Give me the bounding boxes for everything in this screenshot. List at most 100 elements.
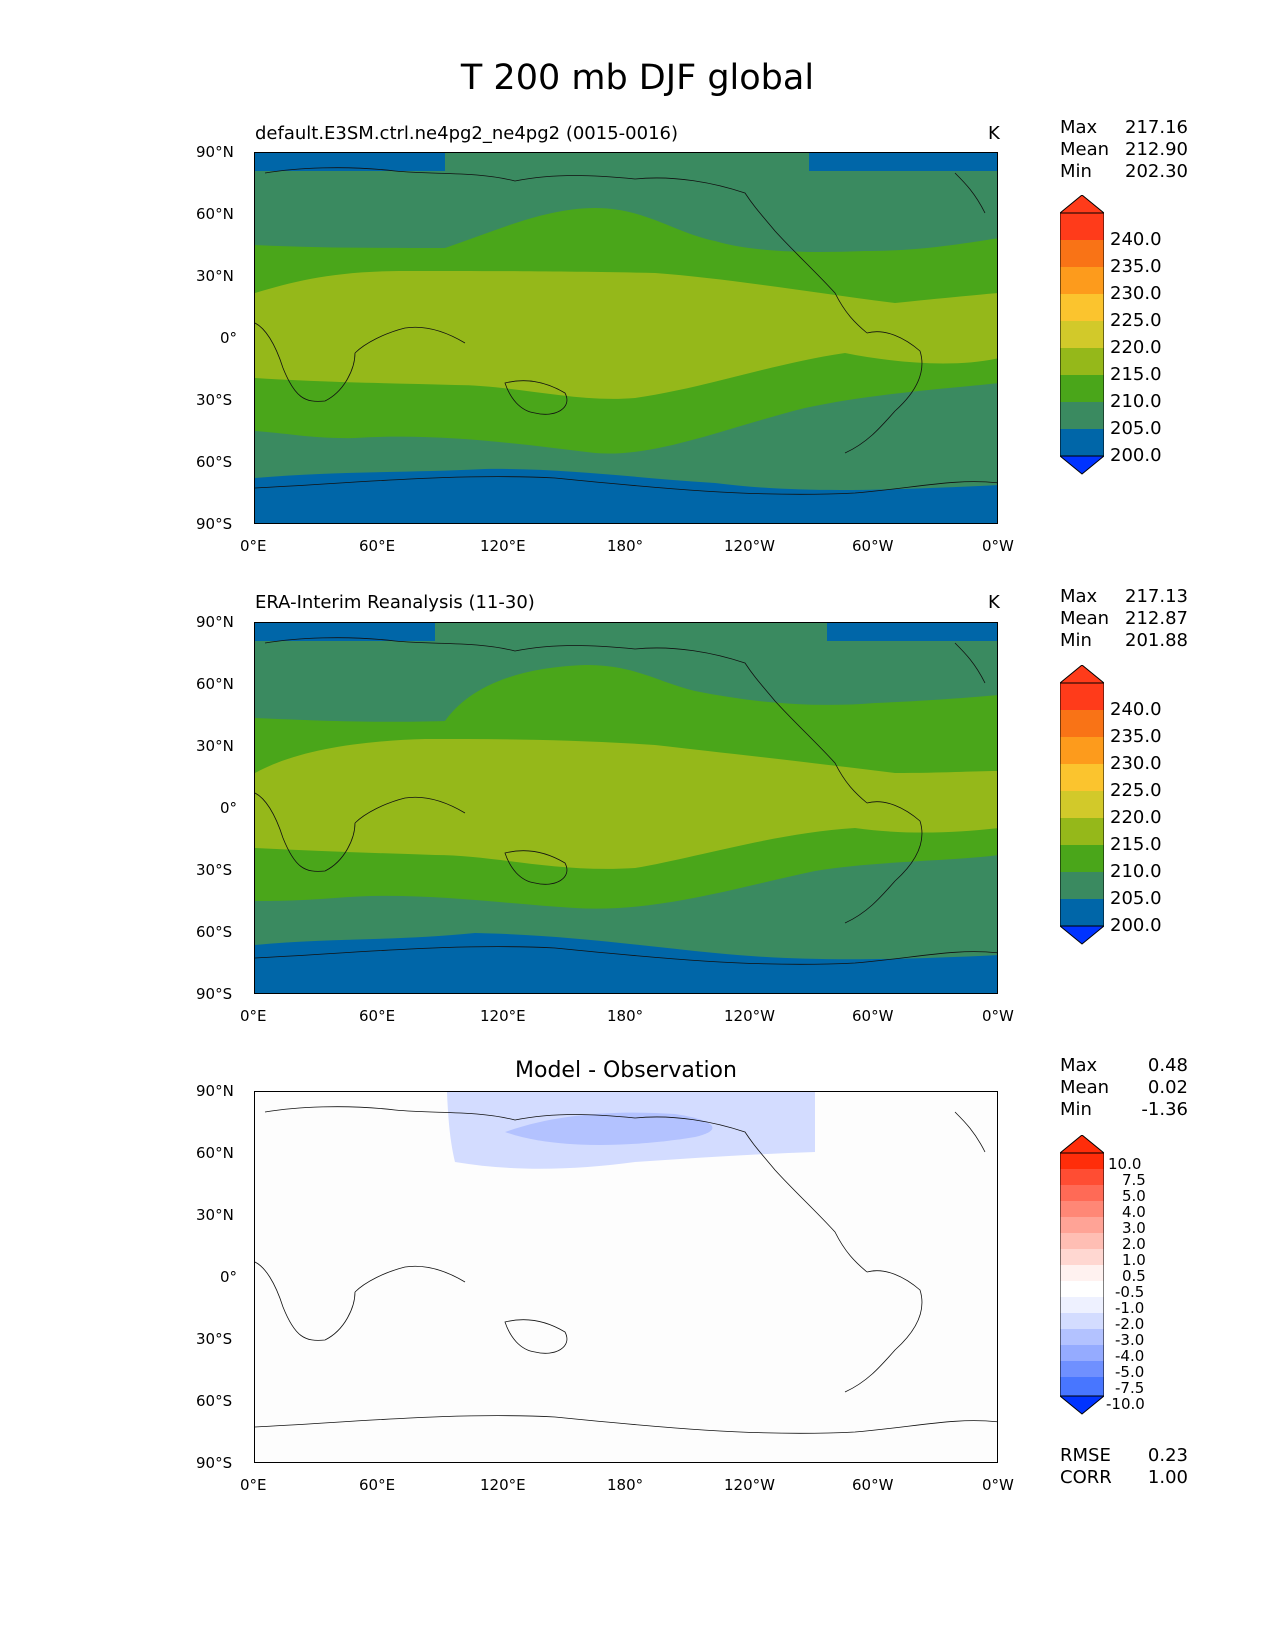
- stat-label: Mean: [1060, 139, 1110, 160]
- stat-value: 0.23: [1147, 1445, 1188, 1466]
- stat-value: 202.30: [1125, 161, 1188, 182]
- colorbar-label: -4.0: [1115, 1347, 1145, 1365]
- stat-value: 0.02: [1147, 1077, 1188, 1098]
- lon-tick: 180°: [607, 537, 644, 555]
- lon-tick: 60°E: [359, 537, 396, 555]
- panel-3-colorbar: [1060, 1135, 1104, 1415]
- lon-tick: 120°E: [480, 1476, 526, 1494]
- colorbar-label: 7.5: [1122, 1171, 1146, 1189]
- lon-tick: 60°E: [359, 1476, 396, 1494]
- lat-tick: 30°S: [196, 391, 233, 409]
- colorbar-label: 220.0: [1110, 807, 1162, 828]
- colorbar-label: 1.0: [1122, 1251, 1146, 1269]
- colorbar-label: 230.0: [1110, 283, 1162, 304]
- panel-1-units: K: [988, 123, 1000, 144]
- stat-label: Max: [1060, 586, 1098, 607]
- colorbar-label: -3.0: [1115, 1331, 1145, 1349]
- lat-tick: 90°S: [196, 515, 233, 533]
- lat-tick: 90°N: [196, 1082, 234, 1100]
- colorbar-label: -7.5: [1115, 1379, 1145, 1397]
- lat-tick: 30°S: [196, 861, 233, 879]
- lon-tick: 120°W: [724, 537, 775, 555]
- lon-tick: 120°E: [480, 1007, 526, 1025]
- lat-tick: 30°N: [196, 267, 234, 285]
- lon-tick: 0°W: [982, 1007, 1014, 1025]
- lon-tick: 60°W: [852, 1007, 894, 1025]
- panel-1-stats: Max 217.16 Mean 212.90 Min 202.30: [1060, 117, 1188, 183]
- panel-1-map: [254, 152, 998, 524]
- lon-tick: 60°W: [852, 1476, 894, 1494]
- stat-label: Max: [1060, 1055, 1098, 1076]
- colorbar-label: 10.0: [1108, 1155, 1142, 1173]
- lon-tick: 180°: [607, 1007, 644, 1025]
- lat-tick: 30°N: [196, 1206, 234, 1224]
- colorbar-label: 230.0: [1110, 753, 1162, 774]
- stat-value: 1.00: [1147, 1467, 1188, 1488]
- panel-1-colorbar: [1060, 195, 1104, 475]
- stat-value: 201.88: [1125, 630, 1188, 651]
- stat-label: Min: [1060, 161, 1092, 182]
- lat-tick: 90°S: [196, 1454, 233, 1472]
- colorbar-label: 200.0: [1110, 915, 1162, 936]
- stat-label: Mean: [1060, 1077, 1110, 1098]
- panel-3-title: Model - Observation: [515, 1058, 737, 1083]
- panel-1-title: default.E3SM.ctrl.ne4pg2_ne4pg2 (0015-00…: [255, 123, 678, 144]
- stat-value: 217.16: [1125, 117, 1188, 138]
- colorbar-label: 210.0: [1110, 861, 1162, 882]
- panel-2-colorbar-labels: 240.0 235.0 230.0 225.0 220.0 215.0 210.…: [1110, 696, 1162, 939]
- figure-title: T 200 mb DJF global: [460, 58, 815, 98]
- lat-tick: 60°S: [196, 453, 233, 471]
- colorbar-label: 2.0: [1122, 1235, 1146, 1253]
- lat-tick: 90°N: [196, 143, 234, 161]
- lon-tick: 0°E: [240, 1476, 267, 1494]
- colorbar-label: 225.0: [1110, 310, 1162, 331]
- colorbar-label: 215.0: [1110, 834, 1162, 855]
- colorbar-label: 5.0: [1122, 1187, 1146, 1205]
- lon-tick: 60°E: [359, 1007, 396, 1025]
- stat-value: 217.13: [1125, 586, 1188, 607]
- lat-tick: 90°N: [196, 613, 234, 631]
- lat-tick: 60°N: [196, 1144, 234, 1162]
- panel-3-map: [254, 1091, 998, 1463]
- panel-2-stats: Max 217.13 Mean 212.87 Min 201.88: [1060, 586, 1188, 652]
- colorbar-label: 205.0: [1110, 418, 1162, 439]
- lat-tick: 30°N: [196, 737, 234, 755]
- stat-value: 0.48: [1147, 1055, 1188, 1076]
- colorbar-label: 200.0: [1110, 445, 1162, 466]
- lat-tick: 60°S: [196, 1392, 233, 1410]
- lat-tick: 0°: [220, 329, 238, 347]
- panel-3-extra-stats: RMSE 0.23 CORR 1.00: [1060, 1445, 1188, 1489]
- lon-tick: 60°W: [852, 537, 894, 555]
- panel-3-field: [255, 1092, 997, 1462]
- colorbar-label: 4.0: [1122, 1203, 1146, 1221]
- colorbar-label: 205.0: [1110, 888, 1162, 909]
- stat-value: -1.36: [1141, 1099, 1188, 1120]
- stat-value: 212.87: [1125, 608, 1188, 629]
- lat-tick: 30°S: [196, 1330, 233, 1348]
- colorbar-label: 215.0: [1110, 364, 1162, 385]
- lon-tick: 120°W: [724, 1007, 775, 1025]
- colorbar-label: -0.5: [1115, 1283, 1145, 1301]
- colorbar-label: 3.0: [1122, 1219, 1146, 1237]
- panel-2-title: ERA-Interim Reanalysis (11-30): [255, 592, 535, 613]
- colorbar-label: -1.0: [1115, 1299, 1145, 1317]
- lat-tick: 60°S: [196, 923, 233, 941]
- stat-label: Min: [1060, 1099, 1092, 1120]
- colorbar-label: 235.0: [1110, 726, 1162, 747]
- panel-2-field: [255, 623, 997, 993]
- colorbar-label: 240.0: [1110, 699, 1162, 720]
- colorbar-label: -2.0: [1115, 1315, 1145, 1333]
- colorbar-label: 240.0: [1110, 229, 1162, 250]
- colorbar-label: 210.0: [1110, 391, 1162, 412]
- lon-tick: 120°W: [724, 1476, 775, 1494]
- lon-tick: 180°: [607, 1476, 644, 1494]
- colorbar-label: -5.0: [1115, 1363, 1145, 1381]
- lon-tick: 0°W: [982, 1476, 1014, 1494]
- panel-2-map: [254, 622, 998, 994]
- lon-tick: 0°E: [240, 537, 267, 555]
- stat-label: Min: [1060, 630, 1092, 651]
- colorbar-label: 0.5: [1122, 1267, 1146, 1285]
- lon-tick: 120°E: [480, 537, 526, 555]
- lat-tick: 90°S: [196, 985, 233, 1003]
- panel-1-field: [255, 153, 997, 523]
